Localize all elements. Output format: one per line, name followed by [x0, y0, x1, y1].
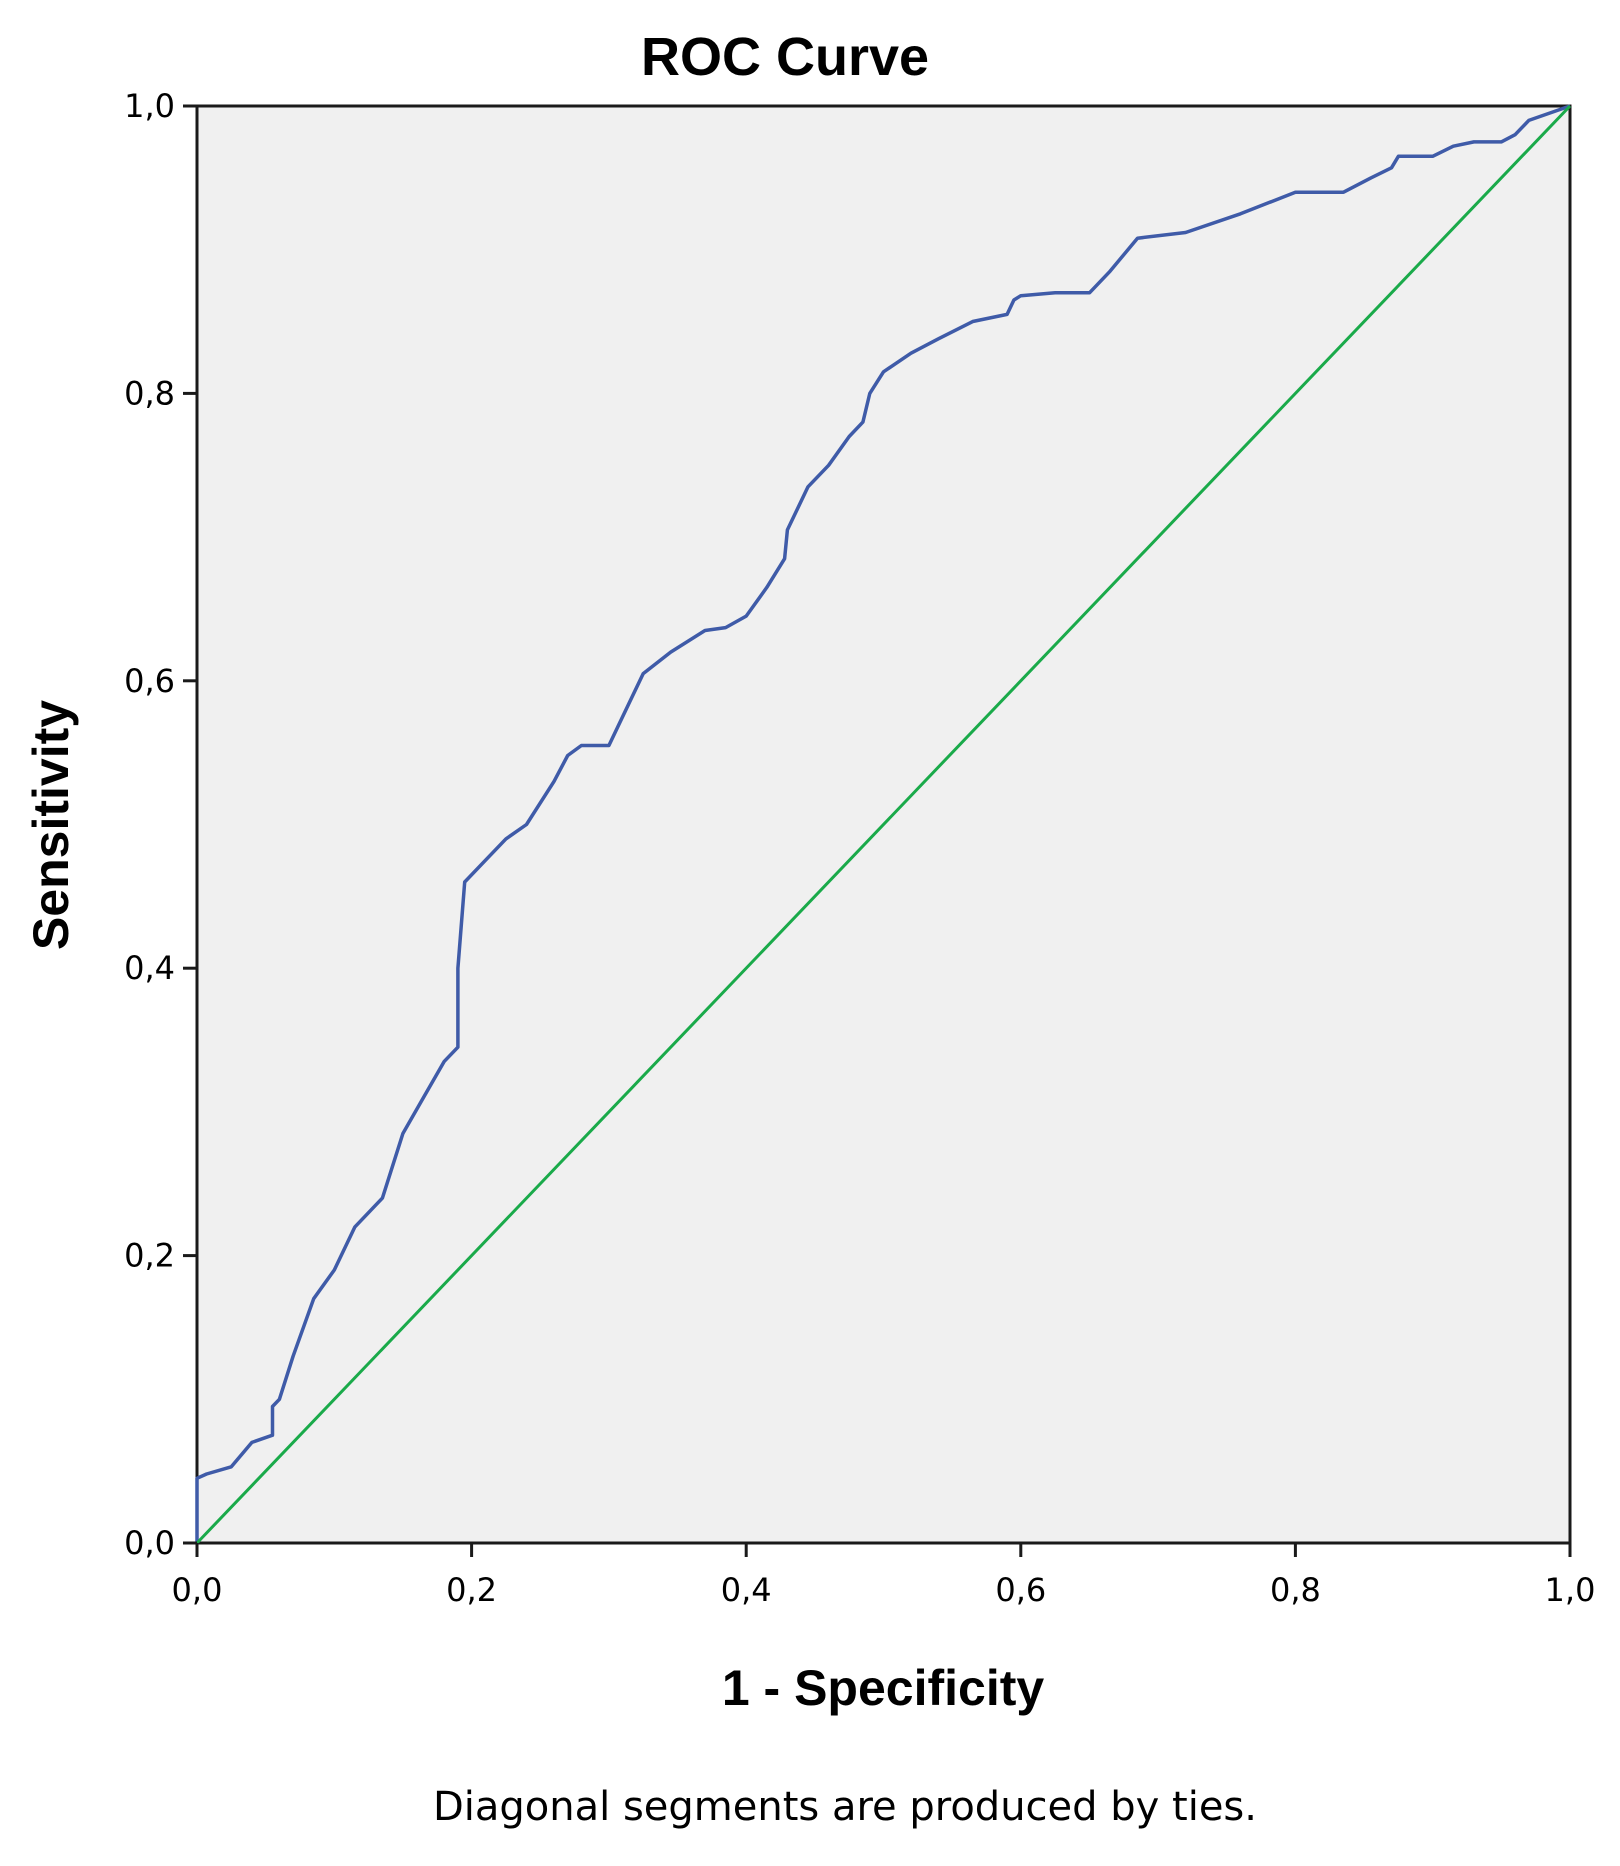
y-tick-label: 0,2	[124, 1237, 175, 1275]
series-layer	[195, 104, 1572, 1545]
x-tick-label: 0,6	[995, 1571, 1046, 1609]
chart-footnote: Diagonal segments are produced by ties.	[433, 1784, 1257, 1830]
x-axis-ticks: 0,0 0,2 0,4 0,6 0,8 1,0	[172, 1543, 1596, 1609]
x-tick-label: 0,4	[721, 1571, 772, 1609]
y-tick-label: 0,6	[124, 662, 175, 700]
x-axis-title: 1 - Specificity	[722, 1660, 1045, 1716]
x-tick-label: 1,0	[1545, 1571, 1596, 1609]
y-axis-ticks: 0,0 0,2 0,4 0,6 0,8 1,0	[124, 87, 197, 1562]
reference-diagonal-line	[195, 104, 1572, 1545]
chart-title: ROC Curve	[641, 27, 929, 87]
y-axis-title: Sensitivity	[23, 700, 79, 950]
x-tick-label: 0,8	[1270, 1571, 1321, 1609]
x-tick-label: 0,0	[172, 1571, 223, 1609]
y-tick-label: 1,0	[124, 87, 175, 125]
y-tick-label: 0,8	[124, 374, 175, 412]
y-tick-label: 0,4	[124, 949, 175, 987]
y-tick-label: 0,0	[124, 1524, 175, 1562]
roc-curve-line	[195, 104, 1571, 1543]
x-tick-label: 0,2	[446, 1571, 497, 1609]
